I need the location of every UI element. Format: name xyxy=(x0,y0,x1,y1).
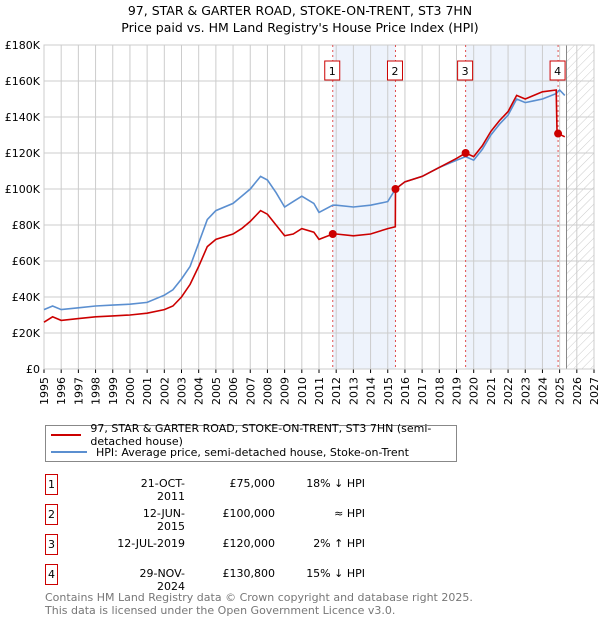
sale-label: 2 xyxy=(391,65,398,78)
transaction-number-badge: 4 xyxy=(45,564,58,585)
transaction-number-badge: 2 xyxy=(45,504,58,525)
legend: 97, STAR & GARTER ROAD, STOKE-ON-TRENT, … xyxy=(45,422,457,462)
x-tick-label: 2006 xyxy=(227,377,240,405)
transaction-hpi-comparison: 2% ↑ HPI xyxy=(313,537,365,550)
x-tick-label: 2017 xyxy=(416,377,429,405)
chart-title: 97, STAR & GARTER ROAD, STOKE-ON-TRENT, … xyxy=(0,2,600,36)
x-tick-label: 2021 xyxy=(485,377,498,405)
property-price-line xyxy=(43,89,566,323)
x-tick-label: 2019 xyxy=(451,377,464,405)
x-tick-label: 2002 xyxy=(158,377,171,405)
y-tick-label: £140K xyxy=(5,111,41,124)
transaction-row: 3 12-JUL-2019 £120,000 2% ↑ HPI xyxy=(45,534,385,556)
y-tick-label: £0 xyxy=(26,363,40,376)
y-tick-label: £100K xyxy=(5,183,41,196)
title-line-1: 97, STAR & GARTER ROAD, STOKE-ON-TRENT, … xyxy=(127,3,473,18)
footer-line-2: This data is licensed under the Open Gov… xyxy=(45,604,396,617)
y-tick-label: £160K xyxy=(5,75,41,88)
shaded-ownership-period xyxy=(465,45,559,369)
sale-label: 4 xyxy=(554,65,561,78)
transaction-number-badge: 1 xyxy=(45,474,58,495)
x-tick-label: 2015 xyxy=(382,377,395,405)
x-tick-label: 2003 xyxy=(176,377,189,405)
transaction-hpi-comparison: ≈ HPI xyxy=(334,507,365,520)
x-tick-label: 2025 xyxy=(554,377,567,405)
legend-item-property: 97, STAR & GARTER ROAD, STOKE-ON-TRENT, … xyxy=(46,422,456,448)
transaction-date: 21-OCT-2011 xyxy=(140,477,185,503)
sale-point xyxy=(554,129,563,138)
x-tick-label: 1996 xyxy=(55,377,68,405)
y-tick-label: £60K xyxy=(12,255,41,268)
x-tick-label: 2001 xyxy=(141,377,154,405)
title-line-2: Price paid vs. HM Land Registry's House … xyxy=(121,20,479,35)
shaded-ownership-period xyxy=(332,45,396,369)
sale-label: 3 xyxy=(462,65,469,78)
sale-label: 1 xyxy=(329,65,336,78)
legend-swatch-hpi xyxy=(51,451,87,453)
x-tick-label: 2023 xyxy=(519,377,532,405)
footer-line-1: Contains HM Land Registry data © Crown c… xyxy=(45,591,473,604)
x-tick-label: 2000 xyxy=(124,377,137,405)
x-tick-label: 2011 xyxy=(313,377,326,405)
x-tick-label: 2026 xyxy=(571,377,584,405)
transaction-price: £120,000 xyxy=(222,537,276,550)
x-tick-label: 2009 xyxy=(279,377,292,405)
x-tick-label: 2013 xyxy=(347,377,360,405)
transaction-row: 2 12-JUN-2015 £100,000 ≈ HPI xyxy=(45,504,385,533)
y-tick-label: £180K xyxy=(5,39,41,52)
hpi-line xyxy=(43,88,566,311)
sale-label-box xyxy=(549,60,566,81)
transaction-date: 12-JUN-2015 xyxy=(142,507,185,533)
x-tick-label: 2024 xyxy=(536,377,549,405)
transaction-hpi-comparison: 18% ↓ HPI xyxy=(306,477,365,490)
x-tick-label: 2005 xyxy=(210,377,223,405)
x-tick-label: 2022 xyxy=(502,377,515,405)
x-tick-label: 2012 xyxy=(330,377,343,405)
legend-item-hpi: HPI: Average price, semi-detached house,… xyxy=(46,444,409,460)
transaction-price: £75,000 xyxy=(229,477,276,490)
transaction-price: £130,800 xyxy=(222,567,276,580)
x-tick-label: 2027 xyxy=(588,377,600,405)
footer: Contains HM Land Registry data © Crown c… xyxy=(45,591,473,617)
x-tick-label: 2020 xyxy=(468,377,481,405)
legend-label-property: 97, STAR & GARTER ROAD, STOKE-ON-TRENT, … xyxy=(90,422,432,448)
x-tick-label: 1995 xyxy=(38,377,51,405)
x-tick-label: 2004 xyxy=(193,377,206,405)
sale-label-box xyxy=(386,60,403,81)
price-chart: 1995 1996 1997 1998 1999 2000 2001 2002 2003 2004… xyxy=(5,39,600,405)
x-tick-label: 1999 xyxy=(107,377,120,405)
transaction-row: 4 29-NOV-2024 £130,800 15% ↓ HPI xyxy=(45,564,385,593)
sale-point xyxy=(461,149,470,157)
transaction-price: £100,000 xyxy=(222,507,276,520)
transaction-number-badge: 3 xyxy=(45,534,58,555)
sale-point xyxy=(391,185,400,193)
transaction-date: 12-JUL-2019 xyxy=(117,537,185,550)
x-tick-label: 2007 xyxy=(244,377,257,405)
x-tick-label: 2014 xyxy=(365,377,378,405)
y-tick-label: £20K xyxy=(12,327,41,340)
legend-swatch-property xyxy=(51,434,82,436)
plot-frame xyxy=(43,44,595,370)
sale-label-box xyxy=(457,60,474,81)
y-tick-label: £120K xyxy=(5,147,41,160)
transaction-date: 29-NOV-2024 xyxy=(139,567,185,593)
future-hatch-region xyxy=(566,45,594,369)
x-tick-label: 2010 xyxy=(296,377,309,405)
legend-label-hpi: HPI: Average price, semi-detached house,… xyxy=(96,445,409,459)
transaction-hpi-comparison: 15% ↓ HPI xyxy=(306,567,365,580)
y-tick-label: £40K xyxy=(12,291,41,304)
x-tick-label: 1998 xyxy=(90,377,103,405)
y-tick-label: £80K xyxy=(12,219,41,232)
transaction-row: 1 21-OCT-2011 £75,000 18% ↓ HPI xyxy=(45,474,385,503)
x-tick-label: 2016 xyxy=(399,377,412,405)
sale-label-box xyxy=(324,60,341,81)
sale-point xyxy=(328,230,337,238)
x-tick-label: 1997 xyxy=(72,377,85,405)
x-tick-label: 2008 xyxy=(261,377,274,405)
x-tick-label: 2018 xyxy=(433,377,446,405)
